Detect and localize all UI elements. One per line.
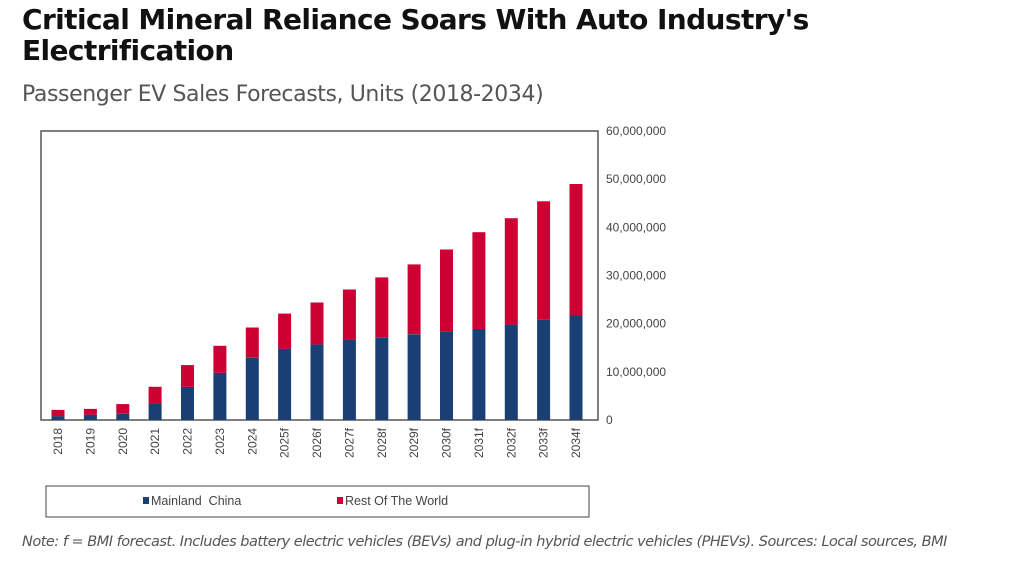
bar-rest-of-the-world-2024 (245, 327, 259, 358)
x-tick-label: 2024 (245, 428, 259, 455)
legend-label-mainland-china: Mainland China (151, 494, 241, 508)
bar-mainland-china-2027f (342, 339, 356, 420)
x-tick-label: 2032f (504, 427, 518, 458)
bar-rest-of-the-world-2029f (407, 264, 421, 335)
bar-mainland-china-2033f (537, 319, 551, 420)
bar-rest-of-the-world-2026f (310, 302, 324, 345)
bar-rest-of-the-world-2028f (375, 277, 389, 338)
x-tick-label: 2027f (342, 427, 356, 458)
bar-mainland-china-2029f (407, 334, 421, 420)
y-axis: 0 10,000,000 20,000,000 30,000,000 40,000,00… (606, 124, 666, 427)
bar-mainland-china-2034f (569, 315, 583, 420)
x-tick-label: 2020 (116, 428, 130, 455)
bar-mainland-china-2018 (51, 416, 65, 420)
x-tick-label: 2022 (181, 428, 195, 455)
x-tick-label: 2025f (278, 427, 292, 458)
bar-rest-of-the-world-2033f (537, 201, 551, 320)
x-tick-label: 2034f (569, 427, 583, 458)
y-tick-label: 20,000,000 (606, 317, 666, 331)
bar-mainland-china-2023 (213, 372, 227, 420)
x-tick-label: 2029f (407, 427, 421, 458)
x-tick-label: 2018 (51, 428, 65, 455)
legend: Mainland China Rest Of The World (45, 485, 590, 518)
chart-subtitle: Passenger EV Sales Forecasts, Units (201… (22, 82, 544, 107)
bar-rest-of-the-world-2019 (83, 408, 97, 415)
bars-group (51, 184, 583, 420)
bar-mainland-china-2032f (504, 324, 518, 420)
legend-swatch-mainland-china (143, 497, 149, 504)
bar-mainland-china-2028f (375, 337, 389, 420)
bar-rest-of-the-world-2023 (213, 345, 227, 373)
bar-rest-of-the-world-2027f (342, 289, 356, 340)
x-tick-label: 2021 (148, 428, 162, 455)
x-axis: 2018 2019 2020 2021 2022 2023 2024 2025f 2026f 20… (51, 427, 583, 458)
bar-rest-of-the-world-2031f (472, 232, 486, 329)
y-tick-label: 40,000,000 (606, 220, 666, 234)
y-tick-label: 0 (606, 413, 613, 427)
bar-mainland-china-2019 (83, 414, 97, 420)
chart-title: Critical Mineral Reliance Soars With Aut… (22, 3, 809, 67)
bar-rest-of-the-world-2032f (504, 218, 518, 325)
bar-mainland-china-2031f (472, 329, 486, 420)
bar-mainland-china-2025f (278, 348, 292, 420)
bar-rest-of-the-world-2030f (440, 249, 453, 332)
x-tick-label: 2019 (83, 428, 97, 455)
legend-label-rest-of-the-world: Rest Of The World (345, 494, 448, 508)
bar-rest-of-the-world-2022 (181, 365, 194, 387)
legend-swatch-rest-of-the-world (337, 497, 343, 504)
bar-mainland-china-2021 (148, 403, 162, 420)
chart-note: Note: f = BMI forecast. Includes battery… (22, 534, 947, 550)
x-tick-label: 2030f (440, 427, 454, 458)
bar-rest-of-the-world-2034f (569, 184, 583, 316)
bar-mainland-china-2026f (310, 344, 324, 420)
y-tick-label: 10,000,000 (606, 365, 666, 379)
bar-mainland-china-2024 (245, 357, 259, 420)
bar-rest-of-the-world-2021 (148, 386, 162, 404)
bar-mainland-china-2022 (181, 386, 194, 420)
x-tick-label: 2023 (213, 428, 227, 455)
x-tick-label: 2031f (472, 427, 486, 458)
bar-mainland-china-2030f (440, 331, 453, 420)
bar-rest-of-the-world-2018 (51, 409, 65, 417)
y-tick-label: 60,000,000 (606, 124, 666, 138)
bar-mainland-china-2020 (116, 413, 130, 420)
legend-frame (45, 485, 590, 518)
y-tick-label: 50,000,000 (606, 172, 666, 186)
x-tick-label: 2028f (375, 427, 389, 458)
x-tick-label: 2026f (310, 427, 324, 458)
y-tick-label: 30,000,000 (606, 269, 666, 283)
bar-rest-of-the-world-2025f (278, 313, 292, 349)
bar-rest-of-the-world-2020 (116, 404, 130, 414)
x-tick-label: 2033f (537, 427, 551, 458)
